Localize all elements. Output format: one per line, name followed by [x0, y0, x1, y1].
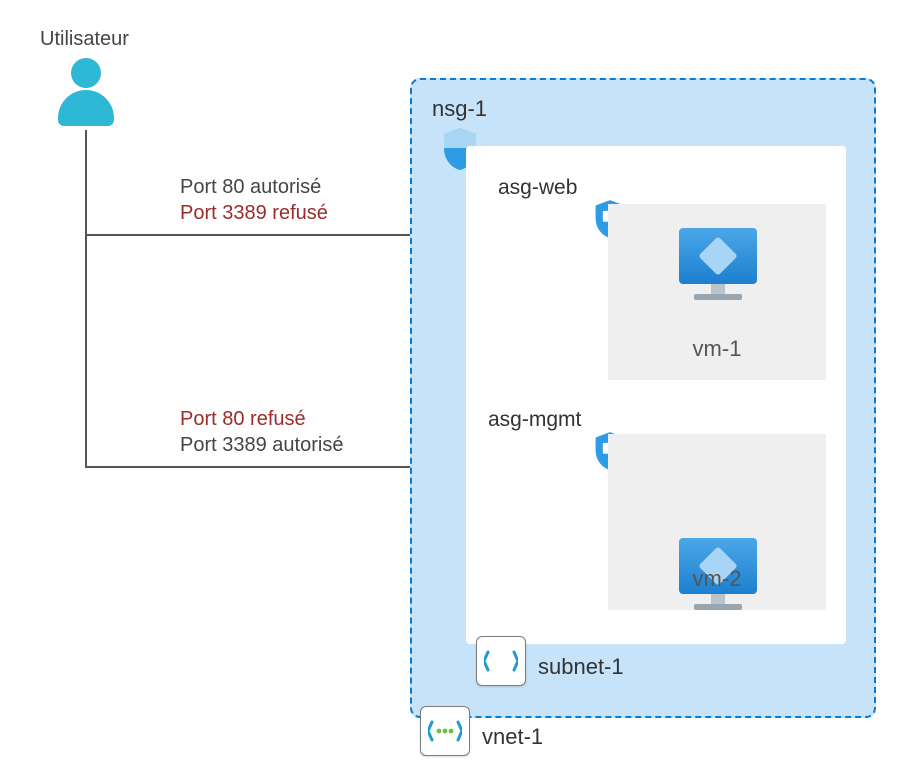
user-icon	[58, 58, 114, 126]
subnet-icon	[476, 636, 526, 686]
rule-mgmt-denied: Port 80 refusé	[180, 408, 306, 431]
user-label: Utilisateur	[40, 28, 129, 51]
connector-vertical	[85, 130, 87, 466]
vm1-icon	[678, 228, 758, 308]
rule-mgmt-allowed: Port 3389 autorisé	[180, 434, 343, 457]
vnet-icon	[420, 706, 470, 756]
subnet-label: subnet-1	[538, 654, 624, 680]
vnet-label: vnet-1	[482, 724, 543, 750]
asg-web-label: asg-web	[498, 176, 577, 200]
asg-mgmt-label: asg-mgmt	[488, 408, 581, 432]
vm1-label: vm-1	[608, 336, 826, 362]
rule-web-allowed: Port 80 autorisé	[180, 176, 321, 199]
rule-web-denied: Port 3389 refusé	[180, 202, 328, 225]
vm2-label: vm-2	[608, 566, 826, 592]
nsg-label: nsg-1	[432, 96, 487, 122]
